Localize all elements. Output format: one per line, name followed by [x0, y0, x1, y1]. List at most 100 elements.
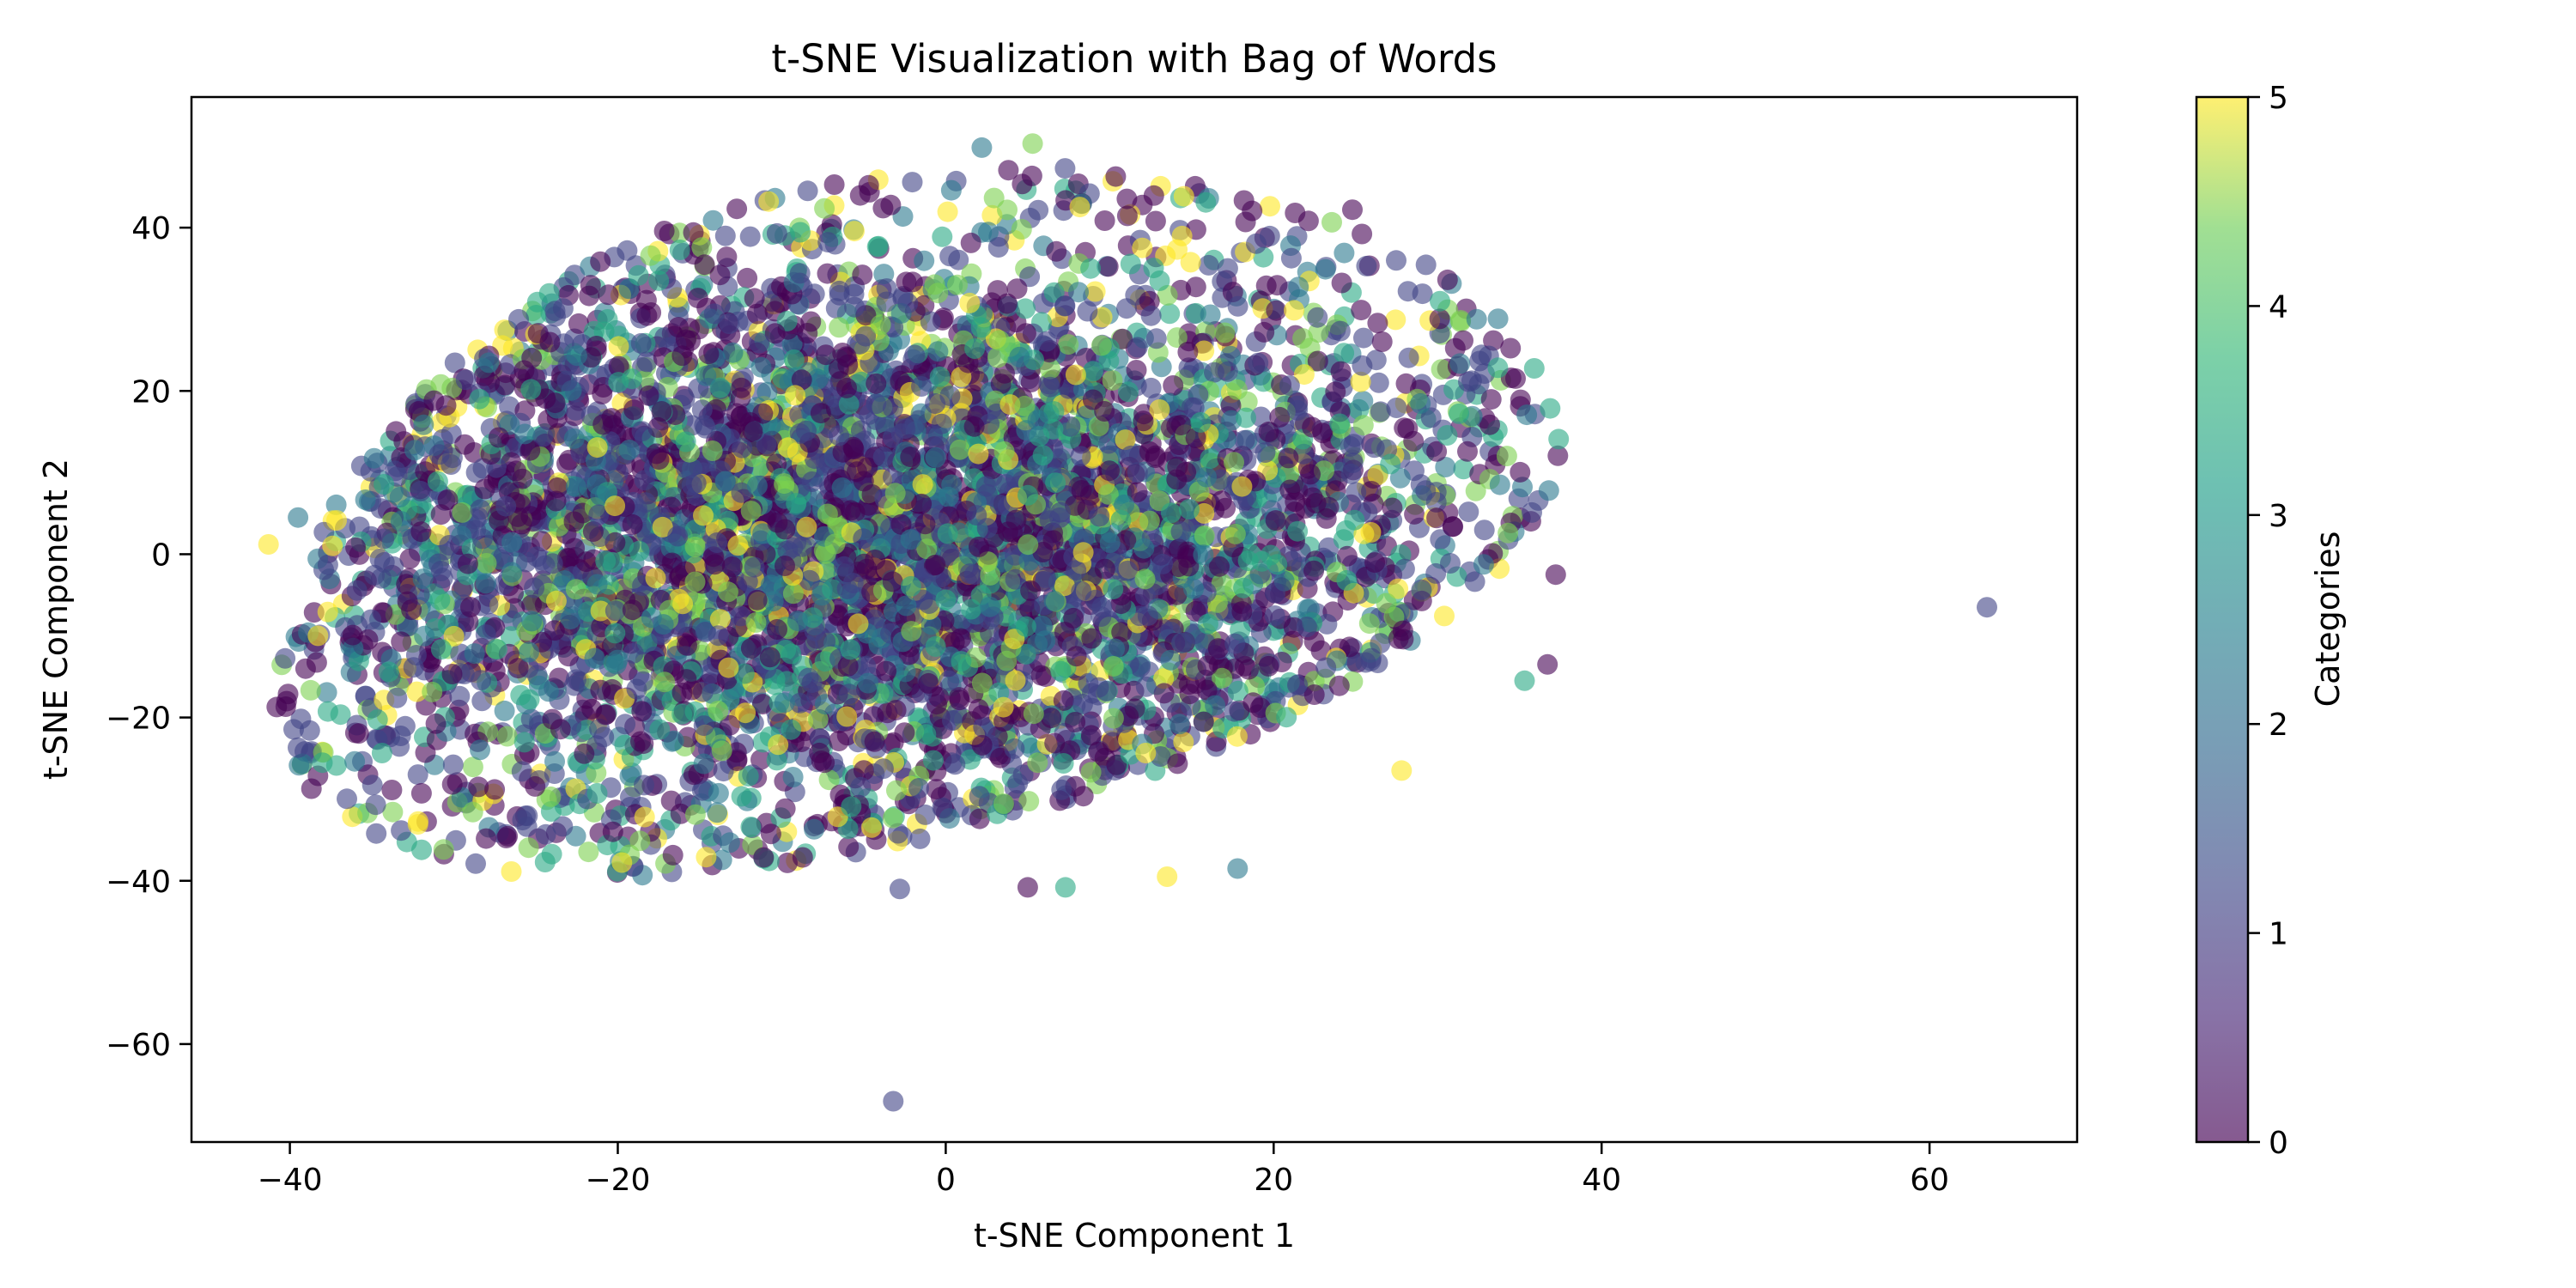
scatter-point: [1220, 395, 1242, 416]
scatter-point: [1356, 255, 1377, 276]
scatter-point: [449, 685, 471, 707]
scatter-point: [1368, 372, 1389, 393]
scatter-point: [470, 739, 490, 761]
scatter-point: [1522, 501, 1542, 523]
scatter-point: [441, 774, 463, 795]
scatter-point: [1166, 584, 1188, 605]
scatter-point: [1145, 210, 1166, 232]
scatter-point: [707, 802, 728, 823]
scatter-point: [1547, 445, 1569, 466]
scatter-point: [683, 222, 704, 243]
scatter-point: [1094, 210, 1115, 231]
scatter-point: [731, 482, 752, 503]
scatter-point: [325, 494, 347, 515]
scatter-point: [775, 798, 796, 819]
scatter-point: [726, 198, 748, 220]
scatter-point: [629, 830, 651, 852]
scatter-point: [432, 568, 453, 589]
scatter-point: [764, 323, 786, 344]
scatter-point: [1211, 573, 1232, 594]
scatter-point: [634, 775, 654, 796]
scatter-point: [1173, 185, 1194, 207]
scatter-point: [1540, 398, 1561, 419]
scatter-point: [1386, 250, 1406, 271]
scatter-point: [501, 610, 523, 631]
scatter-point: [1430, 529, 1451, 550]
scatter-point: [1054, 295, 1075, 317]
scatter-point: [1132, 237, 1153, 258]
scatter-point: [615, 714, 636, 735]
scatter-point: [880, 194, 902, 216]
scatter-point: [927, 283, 949, 304]
scatter-point: [746, 303, 768, 325]
scatter-point: [997, 199, 1018, 221]
scatter-point: [595, 704, 617, 725]
scatter-point: [978, 222, 999, 243]
scatter-point: [476, 828, 497, 849]
scatter-point: [987, 237, 1009, 258]
scatter-point: [1234, 429, 1255, 451]
scatter-point: [714, 225, 736, 246]
scatter-point: [460, 597, 481, 618]
scatter-point: [361, 775, 383, 796]
scatter-point: [926, 779, 947, 800]
scatter-point: [1329, 320, 1351, 342]
scatter-point: [494, 319, 515, 341]
scatter-point: [290, 708, 312, 730]
scatter-point: [494, 700, 515, 721]
scatter-point: [1425, 562, 1447, 584]
scatter-point: [399, 548, 421, 569]
scatter-point: [676, 458, 697, 479]
scatter-point: [635, 289, 657, 311]
scatter-point: [1173, 732, 1194, 753]
scatter-point: [574, 743, 595, 764]
scatter-point: [1129, 656, 1151, 677]
scatter-point: [345, 537, 367, 558]
scatter-point: [951, 628, 971, 649]
scatter-point: [1163, 375, 1184, 396]
scatter-point: [1105, 166, 1127, 187]
scatter-point: [1054, 158, 1076, 179]
scatter-point: [614, 734, 635, 756]
scatter-point: [1126, 360, 1147, 380]
scatter-point: [1516, 404, 1538, 426]
scatter-point: [1140, 377, 1162, 398]
scatter-point: [1385, 309, 1406, 331]
scatter-point: [738, 766, 759, 787]
scatter-point: [920, 311, 941, 332]
scatter-point: [634, 470, 655, 491]
scatter-point: [660, 790, 682, 811]
scatter-point: [858, 174, 879, 196]
scatter-point: [914, 804, 936, 825]
scatter-point: [1044, 732, 1066, 754]
scatter-point: [987, 347, 1008, 368]
scatter-point: [1198, 254, 1219, 276]
scatter-point: [497, 825, 519, 847]
scatter-point: [909, 828, 931, 849]
scatter-point: [1498, 522, 1519, 544]
scatter-point: [316, 682, 337, 703]
scatter-point: [1028, 199, 1049, 221]
scatter-point: [565, 399, 586, 421]
scatter-point: [750, 749, 771, 770]
scatter-point: [1388, 578, 1409, 599]
scatter-point: [1480, 389, 1502, 410]
scatter-point: [1179, 683, 1200, 705]
scatter-point: [462, 756, 483, 778]
scatter-point: [1098, 350, 1120, 372]
scatter-point: [653, 221, 675, 241]
scatter-point: [1500, 337, 1522, 359]
scatter-point: [894, 722, 915, 744]
scatter-point: [532, 531, 552, 552]
scatter-point: [1118, 381, 1139, 403]
scatter-point: [1352, 223, 1373, 245]
scatter-point: [1167, 753, 1188, 775]
scatter-point: [969, 808, 990, 829]
scatter-point: [684, 804, 706, 825]
scatter-point: [767, 619, 787, 640]
chart-title: t-SNE Visualization with Bag of Words: [771, 36, 1497, 82]
scatter-point: [1496, 446, 1517, 467]
scatter-point: [1292, 328, 1314, 349]
scatter-point: [410, 480, 431, 501]
